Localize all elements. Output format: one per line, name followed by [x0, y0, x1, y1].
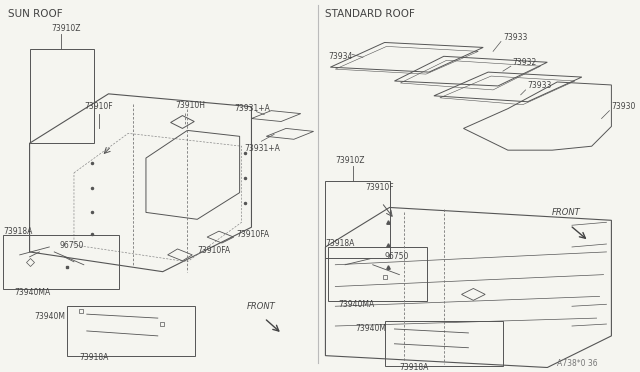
- Text: 73918A: 73918A: [3, 227, 33, 236]
- Text: FRONT: FRONT: [246, 302, 275, 311]
- Text: SUN ROOF: SUN ROOF: [8, 9, 63, 19]
- Text: 73931+A: 73931+A: [244, 144, 280, 153]
- Text: 73910Z: 73910Z: [51, 24, 81, 33]
- Text: 73940MA: 73940MA: [339, 300, 374, 309]
- Text: 73910H: 73910H: [175, 101, 205, 110]
- Bar: [67, 306, 195, 356]
- Text: 73918A: 73918A: [325, 238, 355, 247]
- Text: 73918A: 73918A: [399, 363, 429, 372]
- Text: FRONT: FRONT: [552, 208, 581, 217]
- Bar: [328, 247, 427, 301]
- Bar: [3, 235, 119, 289]
- Text: 73932: 73932: [513, 58, 537, 67]
- Text: 73910FA: 73910FA: [237, 230, 270, 238]
- Text: 73910F: 73910F: [85, 102, 113, 111]
- Text: 73930: 73930: [611, 102, 636, 111]
- Bar: [385, 321, 503, 366]
- Text: 73933: 73933: [527, 81, 552, 90]
- Text: 96750: 96750: [385, 252, 409, 262]
- Bar: [325, 181, 390, 258]
- Text: 96750: 96750: [59, 241, 84, 250]
- Text: 73910Z: 73910Z: [335, 155, 365, 164]
- Text: 73918A: 73918A: [79, 353, 108, 362]
- Text: STANDARD ROOF: STANDARD ROOF: [325, 9, 415, 19]
- Text: 73940MA: 73940MA: [15, 288, 51, 297]
- Text: 73931+A: 73931+A: [235, 104, 271, 113]
- Text: 73933: 73933: [503, 33, 527, 42]
- Text: A738*0 36: A738*0 36: [557, 359, 598, 368]
- Bar: [29, 49, 93, 143]
- Text: 73940M: 73940M: [355, 324, 386, 333]
- Text: 73910F: 73910F: [365, 183, 394, 192]
- Text: 73910FA: 73910FA: [197, 246, 230, 256]
- Text: 73940M: 73940M: [35, 312, 65, 321]
- Text: 73934: 73934: [328, 52, 353, 61]
